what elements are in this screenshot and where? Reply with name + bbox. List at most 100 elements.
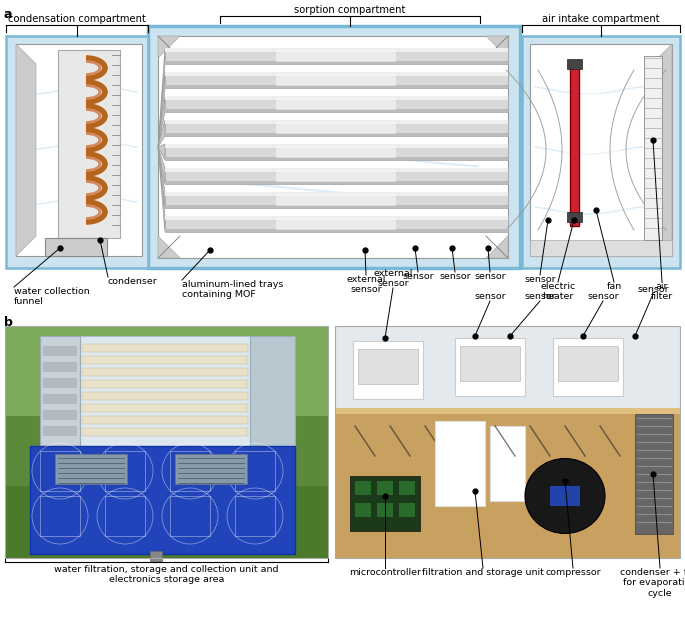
Bar <box>165 72 508 76</box>
Bar <box>165 72 508 88</box>
Bar <box>82 392 248 400</box>
Bar <box>335 411 680 558</box>
Bar <box>165 205 508 208</box>
Bar <box>165 216 508 220</box>
Bar <box>40 336 80 446</box>
Polygon shape <box>158 36 180 58</box>
Bar <box>165 229 508 232</box>
Text: condensation compartment: condensation compartment <box>8 14 146 24</box>
Bar <box>530 44 672 256</box>
Text: compressor: compressor <box>545 568 601 577</box>
Bar <box>165 168 508 184</box>
Bar <box>353 341 423 399</box>
Bar <box>43 410 77 420</box>
Bar <box>165 168 508 172</box>
Bar <box>455 338 525 396</box>
Bar <box>355 503 371 517</box>
Text: b: b <box>4 316 13 329</box>
Bar <box>355 481 371 495</box>
Text: sensor: sensor <box>637 285 669 294</box>
Text: air
filter: air filter <box>651 282 673 302</box>
Bar <box>43 362 77 372</box>
Bar <box>570 64 579 226</box>
Bar <box>55 454 127 484</box>
Bar <box>490 426 525 501</box>
Bar <box>148 26 520 268</box>
Text: water filtration, storage and collection unit and
electronics storage area: water filtration, storage and collection… <box>54 565 279 584</box>
Text: water collection
funnel: water collection funnel <box>14 287 90 307</box>
Bar <box>277 170 397 182</box>
Text: sensor: sensor <box>402 272 434 281</box>
Bar <box>277 194 397 206</box>
Text: sensor: sensor <box>439 272 471 281</box>
Polygon shape <box>486 236 508 258</box>
Bar <box>250 336 295 446</box>
Bar <box>460 346 520 381</box>
Text: fan: fan <box>606 282 621 291</box>
Bar <box>377 481 393 495</box>
Bar <box>644 56 662 240</box>
Bar <box>277 218 397 230</box>
Bar <box>5 486 328 558</box>
Bar <box>165 144 508 148</box>
Bar <box>30 446 295 554</box>
Bar <box>567 212 582 222</box>
Polygon shape <box>158 144 165 160</box>
Text: sensor: sensor <box>587 292 619 301</box>
Polygon shape <box>158 236 180 258</box>
Bar <box>635 414 673 534</box>
Text: air intake compartment: air intake compartment <box>543 14 660 24</box>
Bar <box>277 74 397 86</box>
Ellipse shape <box>564 90 619 210</box>
Bar <box>165 157 508 160</box>
Bar <box>165 192 508 196</box>
Bar <box>82 356 248 364</box>
Bar <box>165 181 508 184</box>
Polygon shape <box>158 96 165 147</box>
Bar <box>82 380 248 388</box>
Bar <box>522 36 680 268</box>
Text: sensor: sensor <box>474 272 506 281</box>
Bar <box>335 326 680 558</box>
Bar <box>165 85 508 88</box>
Polygon shape <box>158 147 165 208</box>
Bar <box>335 326 680 411</box>
Bar <box>165 120 508 136</box>
Bar <box>165 96 508 100</box>
Bar <box>567 59 582 69</box>
Bar <box>82 344 248 352</box>
Bar <box>435 421 485 506</box>
Polygon shape <box>486 36 508 58</box>
Bar <box>277 122 397 134</box>
Text: sensor: sensor <box>524 292 556 301</box>
Bar <box>553 338 623 396</box>
Text: aluminum-lined trays
containing MOF: aluminum-lined trays containing MOF <box>182 280 284 300</box>
Text: a: a <box>4 8 12 21</box>
Polygon shape <box>158 147 165 184</box>
Bar <box>350 476 420 531</box>
Bar <box>58 50 120 238</box>
Text: filtration and storage unit: filtration and storage unit <box>422 568 544 577</box>
Text: external
sensor: external sensor <box>347 275 386 294</box>
Bar <box>277 98 397 110</box>
Text: condenser + fan
for evaporation
cycle: condenser + fan for evaporation cycle <box>621 568 685 598</box>
Bar <box>16 44 142 256</box>
Bar <box>82 428 248 436</box>
Bar <box>165 144 508 160</box>
Text: sensor: sensor <box>524 275 556 284</box>
Bar <box>43 378 77 388</box>
Polygon shape <box>158 120 165 147</box>
Bar <box>6 36 148 268</box>
Ellipse shape <box>525 458 605 534</box>
Polygon shape <box>158 147 165 232</box>
Bar <box>277 146 397 158</box>
Bar <box>165 216 508 232</box>
Bar <box>165 192 508 208</box>
Bar <box>165 96 508 112</box>
Text: condenser: condenser <box>108 277 158 286</box>
Bar <box>165 48 508 52</box>
Polygon shape <box>158 72 165 147</box>
Text: external
sensor: external sensor <box>373 269 412 288</box>
Polygon shape <box>654 44 672 256</box>
Text: sensor: sensor <box>474 292 506 301</box>
